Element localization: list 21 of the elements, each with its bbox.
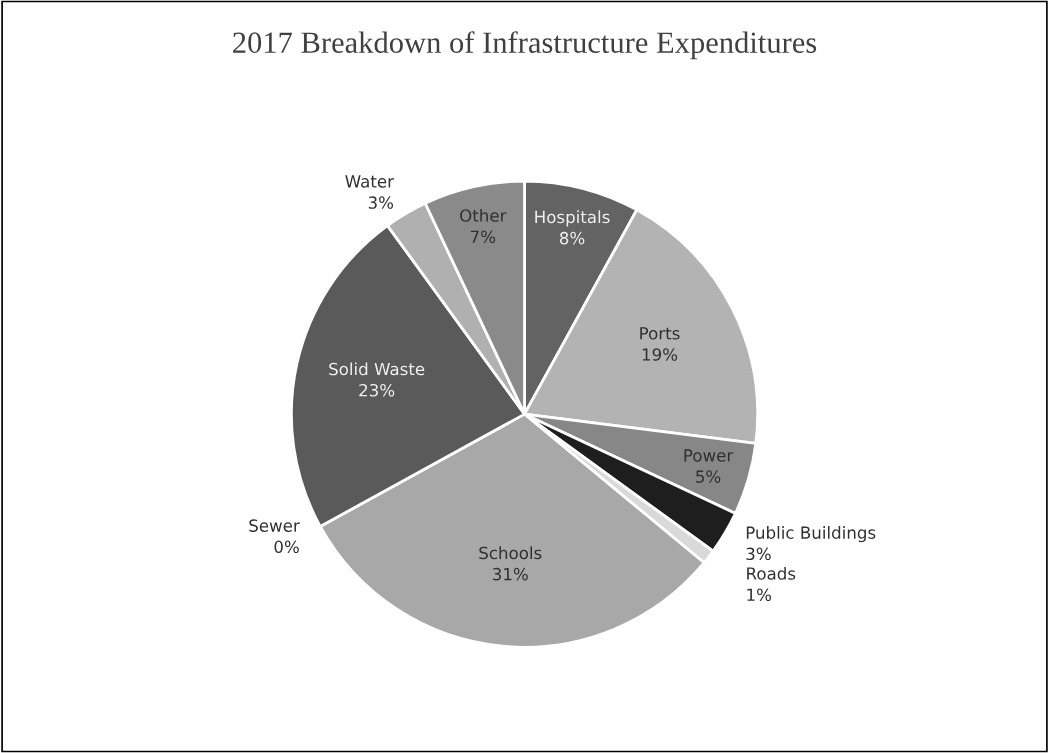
data-label: 7%: [470, 230, 496, 244]
category-label: Sewer: [249, 519, 300, 532]
data-label: 3%: [746, 547, 771, 561]
data-label: 8%: [559, 231, 585, 245]
data-label: 5%: [696, 470, 721, 483]
data-label: 31%: [492, 567, 528, 581]
slice-label: Public Buildings: [746, 526, 876, 543]
data-label: 23%: [359, 383, 395, 397]
chart-title: 2017 Breakdown of Infrastructure Expenditures: [233, 31, 817, 60]
slice-label: Solid Waste: [329, 362, 425, 376]
data-label: 19%: [642, 348, 678, 361]
data-label: 3%: [368, 196, 394, 209]
slice-label: Hospitals: [535, 210, 610, 227]
slice-label: Other: [460, 208, 507, 222]
text: 0%: [274, 540, 299, 554]
slice-label: Schools: [479, 546, 542, 560]
slice-label: Ports: [640, 327, 680, 340]
data-label: 1%: [747, 588, 772, 602]
slice-label: Power: [684, 449, 734, 462]
slice-label: Water: [345, 175, 394, 188]
slice-label: Roads: [747, 566, 796, 580]
